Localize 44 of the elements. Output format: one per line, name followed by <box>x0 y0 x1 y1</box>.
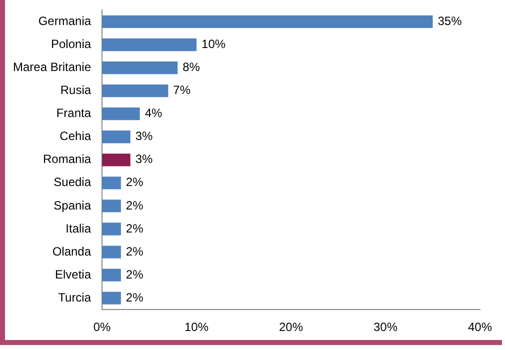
y-tick-label: Polonia <box>51 37 92 52</box>
data-label: 2% <box>126 290 144 304</box>
bar <box>102 108 140 120</box>
y-tick-label: Turcia <box>58 290 92 304</box>
data-label: 2% <box>126 267 144 282</box>
data-label: 4% <box>144 106 163 120</box>
data-label: 2% <box>126 198 144 212</box>
bar <box>102 130 130 144</box>
data-label: 3% <box>135 129 154 144</box>
bar <box>102 268 121 282</box>
bar <box>102 200 121 212</box>
data-label: 35% <box>438 14 462 28</box>
bar <box>102 292 121 304</box>
y-tick-label: Olanda <box>52 244 92 258</box>
data-label: 10% <box>202 37 226 52</box>
y-tick-label: Elvetia <box>55 267 92 282</box>
data-label: 2% <box>126 244 144 258</box>
bar <box>102 61 178 74</box>
y-tick-label: Italia <box>66 221 92 236</box>
data-label: 8% <box>182 60 200 74</box>
y-tick-label: Germania <box>38 14 92 28</box>
bar <box>102 38 197 52</box>
x-tick-label: 0% <box>93 320 112 334</box>
y-tick-label: Cehia <box>60 129 92 144</box>
x-tick-label: 10% <box>184 320 209 334</box>
y-tick-label: Spania <box>54 198 92 212</box>
x-tick-label: 20% <box>279 320 304 334</box>
y-tick-label: Franta <box>56 106 92 120</box>
bar <box>102 154 130 166</box>
data-label: 3% <box>135 152 154 166</box>
y-tick-label: Romania <box>43 152 92 166</box>
bar <box>102 176 121 190</box>
y-tick-label: Marea Britanie <box>12 60 92 74</box>
bar <box>102 222 121 236</box>
x-tick-label: 40% <box>468 320 492 334</box>
data-label: 2% <box>126 221 144 236</box>
bar <box>102 15 433 28</box>
bar <box>102 84 168 98</box>
data-label: 7% <box>173 83 191 98</box>
x-tick-label: 30% <box>373 320 398 334</box>
data-label: 2% <box>126 175 144 190</box>
y-tick-label: Rusia <box>60 83 92 98</box>
y-tick-label: Suedia <box>54 175 92 190</box>
bar <box>102 246 121 258</box>
